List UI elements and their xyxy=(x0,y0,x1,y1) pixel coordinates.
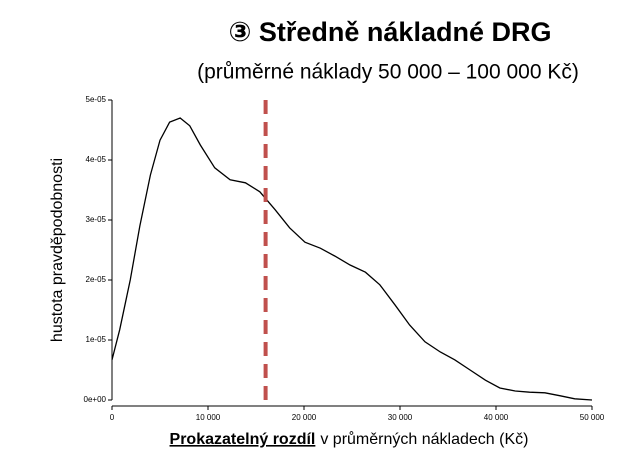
x-tick-label: 30 000 xyxy=(388,413,413,422)
x-tick-label: 20 000 xyxy=(292,413,317,422)
x-tick-label: 50 000 xyxy=(580,413,605,422)
y-tick-label: 1e-05 xyxy=(86,335,107,344)
y-tick-label: 4e-05 xyxy=(86,155,107,164)
y-tick-label: 5e-05 xyxy=(86,95,107,104)
x-axis-label: Prokazatelný rozdíl v průměrných nákladec… xyxy=(170,430,529,448)
chart-title: ③ Středně nákladné DRG xyxy=(229,17,552,47)
chart-subtitle: (průměrné náklady 50 000 – 100 000 Kč) xyxy=(197,61,579,84)
x-tick-label: 40 000 xyxy=(484,413,509,422)
y-tick-label: 2e-05 xyxy=(86,275,107,284)
y-axis-label: hustota pravděpodobnosti xyxy=(49,158,66,342)
x-tick-label: 10 000 xyxy=(196,413,221,422)
x-axis-label-emphasis: Prokazatelný rozdíl xyxy=(170,431,316,448)
density-line xyxy=(111,117,593,401)
x-axis-label-rest: v průměrných nákladech (Kč) xyxy=(320,430,528,448)
y-tick-label: 3e-05 xyxy=(86,215,107,224)
y-tick-label: 0e+00 xyxy=(84,395,107,404)
x-tick-label: 0 xyxy=(110,413,115,422)
